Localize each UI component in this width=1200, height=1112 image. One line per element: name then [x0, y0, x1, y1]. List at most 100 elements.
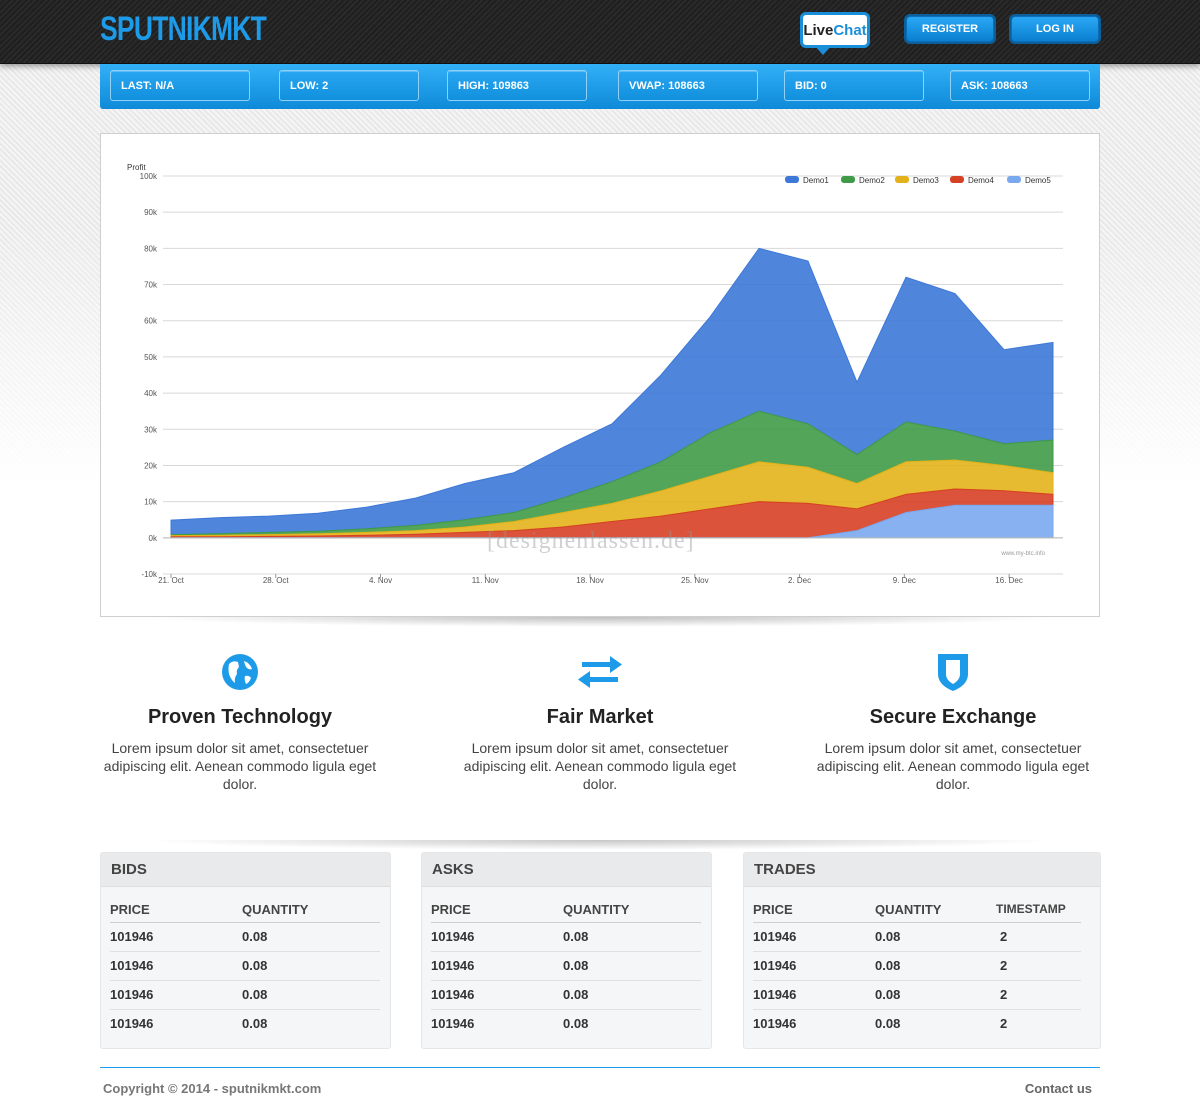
- x-tick-label: 4. Nov: [369, 576, 392, 585]
- y-axis-label: Profit: [127, 163, 146, 172]
- price-cell: 101946: [753, 951, 875, 981]
- column-header: QUANTITY: [875, 897, 996, 923]
- contact-link[interactable]: Contact us: [1024, 1081, 1092, 1096]
- y-tick-label: 40k: [144, 389, 158, 398]
- legend-swatch: [950, 176, 964, 183]
- feature-text: Lorem ipsum dolor sit amet, consectetuer…: [463, 740, 737, 792]
- y-tick-label: -10k: [141, 570, 158, 579]
- legend-label: Demo5: [1025, 176, 1051, 185]
- header-bar: SPUTNIKMKT Live Chat REGISTER LOG IN: [0, 0, 1200, 64]
- x-tick-label: 16. Dec: [995, 576, 1023, 585]
- y-tick-label: 0k: [149, 534, 158, 543]
- quantity-cell: 0.08: [563, 1016, 589, 1032]
- watermark-text: [designenlassen.de]: [487, 528, 695, 554]
- quantity-cell: 0.08: [242, 980, 380, 1010]
- price-cell: 101946: [753, 922, 875, 952]
- trades-title: TRADES: [744, 853, 1100, 887]
- price-cell: 101946: [431, 922, 563, 952]
- column-header: QUANTITY: [563, 897, 701, 923]
- table-row[interactable]: 101946 0.08: [431, 1009, 701, 1038]
- legend-swatch: [841, 176, 855, 183]
- y-tick-label: 70k: [144, 281, 158, 290]
- feature-title: Proven Technology: [147, 706, 333, 728]
- legend-label: Demo4: [968, 176, 994, 185]
- legend-swatch: [1007, 176, 1021, 183]
- legend-label: Demo1: [803, 176, 829, 185]
- x-tick-label: 21. Oct: [158, 576, 185, 585]
- price-cell: 101946: [110, 980, 242, 1010]
- login-button[interactable]: LOG IN: [1011, 16, 1099, 42]
- footer-copyright: Copyright © 2014 - sputnikmkt.com: [103, 1081, 322, 1096]
- price-cell: 101946: [753, 980, 875, 1010]
- section-divider: [140, 840, 1060, 850]
- x-tick-label: 9. Dec: [893, 576, 916, 585]
- feature-proven-technology: Proven Technology Lorem ipsum dolor sit …: [90, 650, 390, 793]
- table-row[interactable]: 101946 0.08: [110, 922, 380, 952]
- quantity-cell: 0.08: [875, 1016, 901, 1032]
- feature-text: Lorem ipsum dolor sit amet, consectetuer…: [103, 740, 377, 792]
- bids-table: PRICE QUANTITY 101946 0.08 101946 0.08 1019…: [110, 897, 380, 1038]
- y-tick-label: 10k: [144, 498, 158, 507]
- bids-panel: BIDS PRICE QUANTITY 101946 0.08 101946 0.08…: [100, 852, 391, 1049]
- table-row[interactable]: 101946 0.08: [431, 922, 701, 952]
- timestamp-cell: 2: [996, 951, 1081, 981]
- column-header: QUANTITY: [242, 897, 380, 923]
- quantity-cell: 0.08: [242, 1016, 268, 1032]
- legend-label: Demo2: [859, 176, 885, 185]
- y-tick-label: 90k: [144, 208, 158, 217]
- y-tick-label: 100k: [140, 172, 158, 181]
- column-header: PRICE: [753, 897, 875, 923]
- register-button[interactable]: REGISTER: [906, 16, 994, 42]
- price-cell: 101946: [431, 980, 563, 1010]
- asks-title: ASKS: [422, 853, 711, 887]
- column-header: PRICE: [110, 897, 242, 923]
- livechat-live-label: Live: [803, 21, 834, 39]
- bids-title: BIDS: [101, 853, 390, 887]
- ticker-bid: BID: 0: [784, 70, 924, 101]
- price-cell: 101946: [431, 1016, 475, 1032]
- quantity-cell: 0.08: [875, 922, 996, 952]
- timestamp-cell: 2: [996, 922, 1081, 952]
- y-tick-label: 60k: [144, 317, 158, 326]
- table-row[interactable]: 101946 0.08 2: [753, 922, 1081, 952]
- quantity-cell: 0.08: [563, 922, 701, 952]
- footer-divider: [100, 1067, 1100, 1068]
- quantity-cell: 0.08: [242, 951, 380, 981]
- livechat-button[interactable]: Live Chat: [800, 12, 870, 55]
- feature-secure-exchange: Secure Exchange Lorem ipsum dolor sit am…: [803, 650, 1103, 793]
- x-tick-label: 11. Nov: [472, 576, 499, 585]
- y-tick-label: 30k: [144, 425, 158, 434]
- table-row[interactable]: 101946 0.08: [431, 951, 701, 981]
- timestamp-cell: 2: [1000, 1016, 1008, 1032]
- table-row[interactable]: 101946 0.08: [110, 980, 380, 1010]
- table-row[interactable]: 101946 0.08 2: [753, 951, 1081, 981]
- trades-panel: TRADES PRICE QUANTITY TIMESTAMP 101946 0.08…: [743, 852, 1101, 1049]
- shield-icon: [803, 650, 1103, 694]
- exchange-arrows-icon: [450, 650, 750, 694]
- x-tick-label: 25. Nov: [681, 576, 709, 585]
- quantity-cell: 0.08: [875, 980, 996, 1010]
- table-row[interactable]: 101946 0.08: [110, 951, 380, 981]
- feature-title: Secure Exchange: [869, 706, 1037, 728]
- ticker-bar: LAST: N/A LOW: 2 HIGH: 109863 VWAP: 1086…: [100, 64, 1100, 109]
- quantity-cell: 0.08: [242, 922, 380, 952]
- ticker-ask: ASK: 108663: [950, 70, 1090, 101]
- table-row[interactable]: 101946 0.08 2: [753, 980, 1081, 1010]
- legend-label: Demo3: [913, 176, 939, 185]
- feature-fair-market: Fair Market Lorem ipsum dolor sit amet, …: [450, 650, 750, 793]
- table-row[interactable]: 101946 0.08 2: [753, 1009, 1081, 1038]
- y-tick-label: 80k: [144, 244, 158, 253]
- table-row[interactable]: 101946 0.08: [431, 980, 701, 1010]
- price-cell: 101946: [753, 1016, 797, 1032]
- chart-svg: -10k 0k 10k 20k 30k 40k 50k 60k 70k 80k 90k 100kPro…: [127, 163, 1063, 585]
- y-tick-label: 50k: [144, 353, 158, 362]
- quantity-cell: 0.08: [563, 980, 701, 1010]
- chart-credit: www.my-btc.info: [1000, 551, 1045, 557]
- table-row[interactable]: 101946 0.08: [110, 1009, 380, 1038]
- x-tick-label: 18. Nov: [576, 576, 604, 585]
- profit-chart: -10k 0k 10k 20k 30k 40k 50k 60k 70k 80k 90k 100k Pro…: [100, 133, 1100, 617]
- timestamp-cell: 2: [996, 980, 1081, 1010]
- logo[interactable]: SPUTNIKMKT: [100, 10, 267, 48]
- livechat-chat-label: Chat: [833, 21, 867, 39]
- ticker-low: LOW: 2: [279, 70, 419, 101]
